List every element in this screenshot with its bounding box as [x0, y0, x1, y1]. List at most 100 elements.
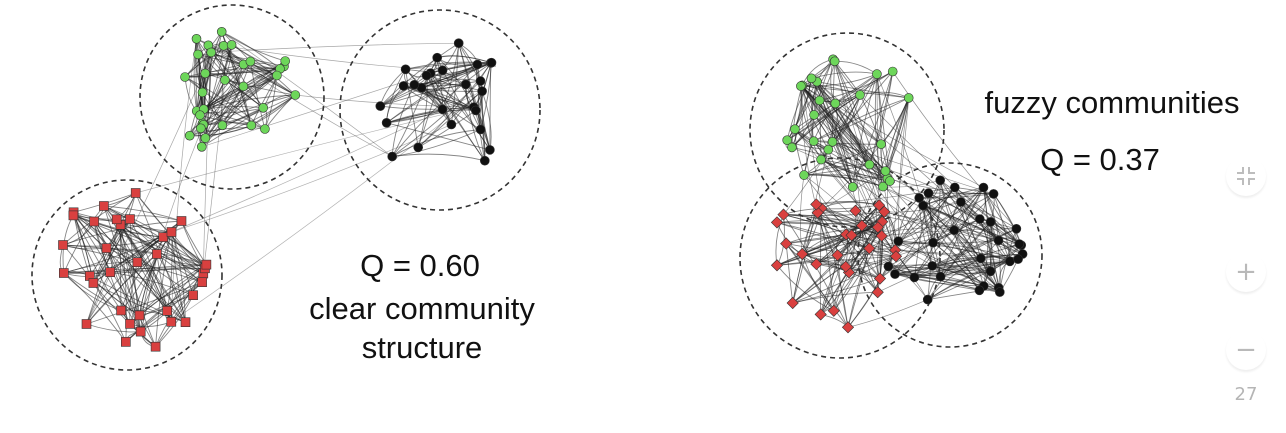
green-node [903, 93, 914, 103]
network-edge [801, 85, 984, 287]
black-node [909, 272, 920, 283]
green-node [880, 166, 891, 176]
fit-view-button[interactable] [1226, 156, 1266, 196]
green-node [197, 87, 208, 98]
green-node [847, 182, 858, 192]
network-edge [171, 124, 452, 233]
red-node [116, 305, 126, 316]
red-node [845, 229, 858, 242]
black-node [927, 261, 938, 271]
black-node [421, 70, 432, 81]
network-edge [813, 97, 909, 142]
network-edge [832, 141, 994, 195]
black-node [400, 64, 411, 75]
network-edge [922, 205, 1022, 246]
green-node [887, 66, 898, 77]
red-node [68, 210, 79, 221]
red-node [780, 237, 793, 250]
black-node [975, 253, 986, 264]
network-edge [940, 221, 991, 277]
green-node [184, 130, 195, 141]
network-edge [391, 129, 481, 157]
network-edge [221, 31, 281, 70]
network-edge [171, 231, 186, 323]
black-node [437, 65, 448, 76]
red-node [839, 260, 852, 273]
network-edge [792, 197, 920, 304]
green-node [855, 90, 865, 100]
red-node [873, 199, 886, 212]
black-node [398, 81, 409, 91]
red-node [201, 259, 212, 270]
red-node [871, 221, 884, 234]
red-node [162, 305, 172, 316]
black-node [485, 145, 495, 155]
green-node [782, 135, 793, 145]
red-node [158, 232, 168, 242]
black-node [486, 57, 497, 68]
page-number: 27 [1234, 384, 1258, 405]
network-edge [786, 226, 878, 245]
black-node [381, 118, 392, 128]
network-edge [73, 212, 156, 347]
red-node [180, 317, 191, 328]
red-node [132, 257, 143, 268]
collapse-arrows-icon [1237, 167, 1255, 185]
network-edge [792, 149, 829, 304]
network-edge [223, 45, 443, 71]
red-node [130, 188, 141, 198]
zoom-out-button[interactable]: − [1226, 330, 1266, 370]
black-node [477, 86, 487, 96]
black-node [1014, 239, 1025, 249]
network-edge [62, 244, 127, 343]
red-node [878, 205, 891, 218]
network-edge [918, 197, 1001, 293]
red-node [770, 259, 784, 272]
black-node [935, 271, 946, 282]
green-node [260, 124, 270, 134]
network-edge [785, 243, 849, 328]
green-node [290, 90, 301, 100]
network-nodes [58, 26, 1028, 352]
description-left-line-2: structure [361, 329, 483, 365]
network-edge [803, 143, 882, 176]
black-node [893, 236, 904, 246]
network-edge [869, 71, 894, 165]
network-edge [205, 68, 281, 74]
network-edge [103, 205, 182, 222]
red-node [786, 296, 799, 310]
black-node [914, 193, 925, 203]
black-node [1005, 256, 1015, 267]
network-edge [204, 52, 212, 139]
red-node [81, 319, 92, 329]
green-node [790, 124, 800, 134]
community-outline [857, 162, 1043, 348]
black-node [387, 151, 398, 162]
red-node [827, 304, 840, 317]
community-outlines [31, 4, 1043, 371]
network-edge [386, 122, 491, 151]
red-node [831, 249, 844, 262]
black-node [974, 285, 985, 296]
red-node [121, 337, 131, 347]
zoom-in-button[interactable]: + [1226, 252, 1266, 292]
network-edge [201, 107, 264, 148]
black-node [479, 155, 490, 166]
network-edge [876, 74, 882, 145]
network-edge [816, 81, 909, 99]
red-node [176, 216, 187, 226]
network-edge [879, 242, 934, 279]
network-edge [811, 71, 877, 79]
black-node [956, 197, 966, 207]
network-edge [391, 73, 432, 157]
red-node [99, 201, 109, 211]
network-edge [881, 235, 984, 287]
description-left: clear community structure [282, 290, 562, 368]
green-node [272, 70, 282, 81]
network-edge [776, 255, 897, 266]
network-edge [834, 103, 870, 249]
modularity-left: Q = 0.60 [360, 248, 480, 283]
green-node [258, 103, 269, 113]
red-node [841, 321, 855, 334]
